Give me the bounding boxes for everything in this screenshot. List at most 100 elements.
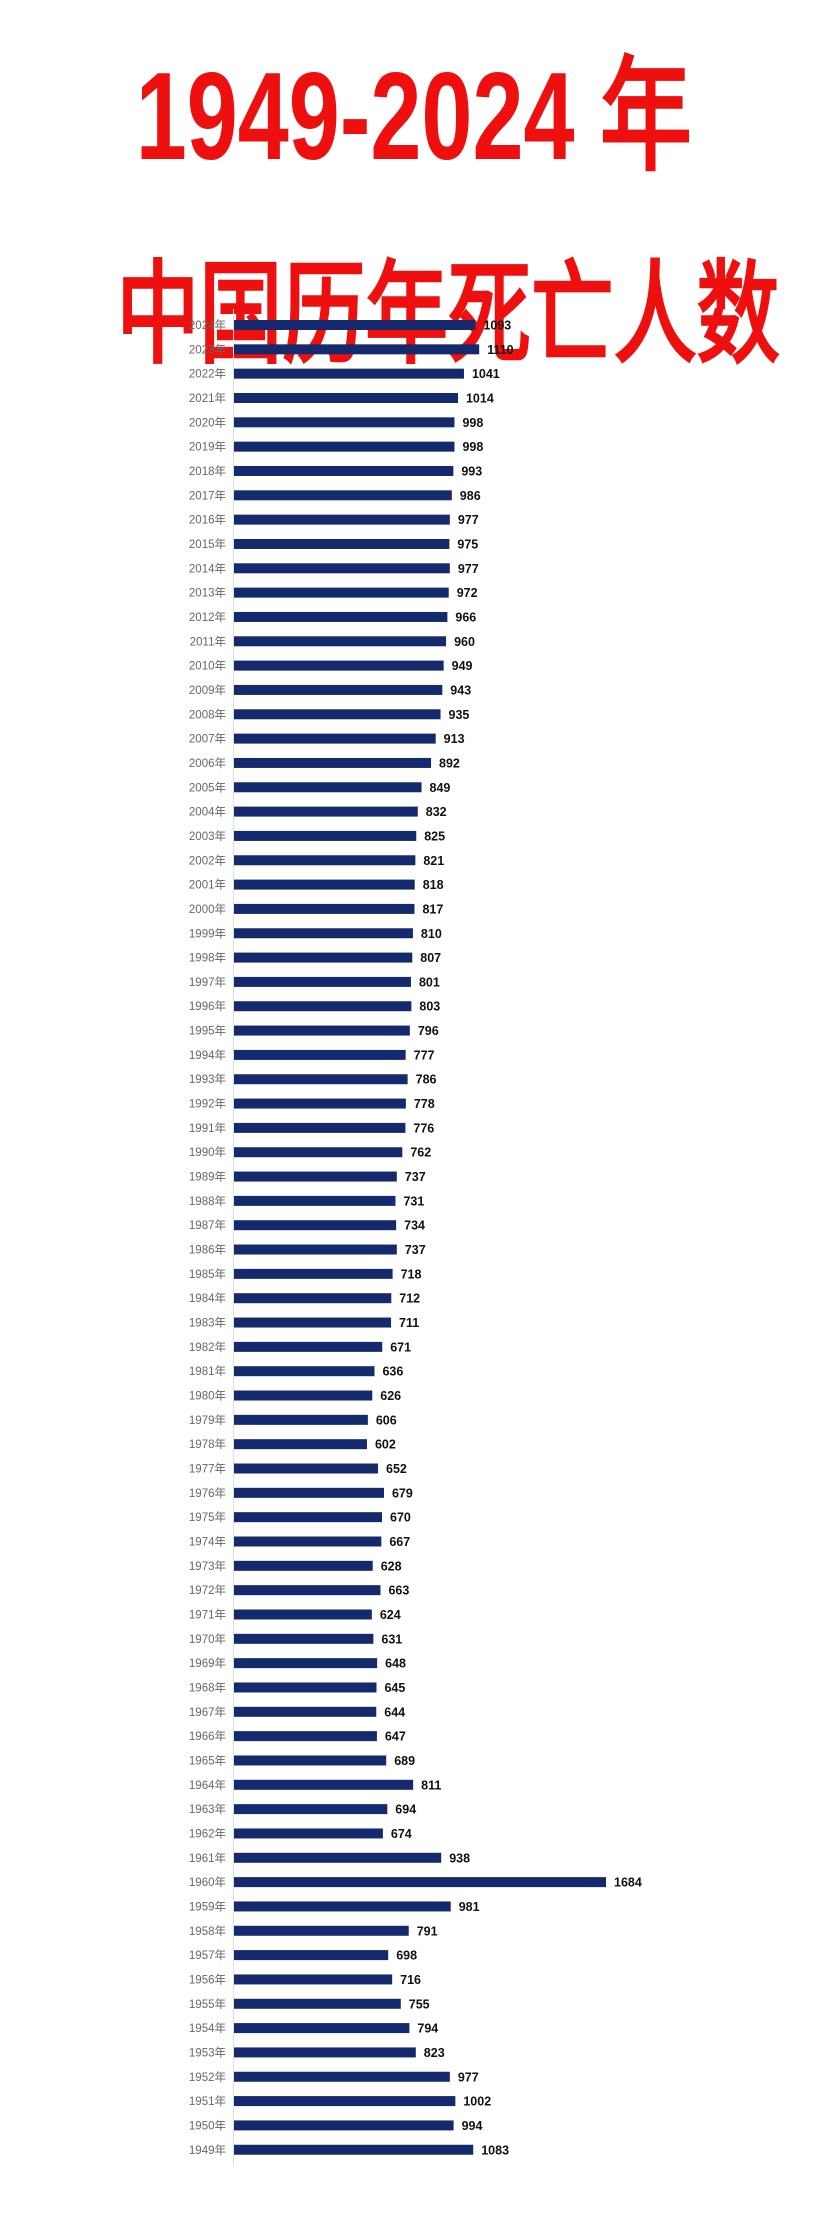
data-label: 993	[461, 464, 482, 478]
y-tick-label: 1999年	[189, 926, 226, 940]
data-label: 694	[395, 1803, 416, 1817]
data-label: 631	[381, 1632, 402, 1646]
bar	[234, 392, 458, 403]
y-tick-label: 1951年	[189, 2094, 226, 2108]
y-tick-label: 2012年	[189, 610, 226, 624]
bar	[234, 1609, 372, 1620]
bar	[234, 855, 416, 866]
data-label: 975	[457, 537, 478, 551]
data-label: 689	[394, 1754, 415, 1768]
data-label: 796	[418, 1024, 439, 1038]
data-label: 821	[423, 854, 444, 868]
bar	[234, 1439, 367, 1450]
y-tick-label: 1956年	[189, 1972, 226, 1986]
y-tick-label: 2004年	[189, 805, 226, 819]
y-tick-label: 1967年	[189, 1705, 226, 1719]
bar	[234, 2144, 474, 2155]
data-label: 832	[426, 805, 447, 819]
y-tick-label: 2017年	[189, 488, 226, 502]
data-label: 734	[404, 1219, 425, 1233]
y-tick-label: 2019年	[189, 440, 226, 454]
y-tick-label: 1953年	[189, 2045, 226, 2059]
y-tick-label: 2005年	[189, 780, 226, 794]
y-tick-label: 1998年	[189, 951, 226, 965]
y-tick-label: 1961年	[189, 1851, 226, 1865]
y-tick-label: 1983年	[189, 1316, 226, 1330]
bar	[234, 2047, 416, 2058]
data-label: 711	[399, 1316, 419, 1330]
bar	[234, 587, 449, 598]
y-tick-label: 1984年	[189, 1291, 226, 1305]
y-tick-label: 1976年	[189, 1486, 226, 1500]
data-label: 818	[423, 878, 444, 892]
bar	[234, 1390, 373, 1401]
bar	[234, 879, 415, 890]
y-tick-label: 1992年	[189, 1097, 226, 1111]
bar	[234, 1585, 381, 1596]
bar	[234, 2120, 454, 2131]
bar	[234, 952, 413, 963]
bar	[234, 830, 417, 841]
y-tick-label: 1993年	[189, 1072, 226, 1086]
title-line-1: 1949-2024 年	[0, 52, 828, 182]
bar	[234, 636, 447, 647]
y-tick-label: 1968年	[189, 1680, 226, 1694]
y-tick-label: 2021年	[189, 391, 226, 405]
bar	[234, 2096, 456, 2107]
data-label: 776	[413, 1121, 434, 1135]
bar	[234, 1147, 403, 1158]
bar	[234, 1633, 374, 1644]
title-line-2-text: 中国历年死亡人数	[116, 252, 780, 377]
y-tick-label: 2018年	[189, 464, 226, 478]
y-tick-label: 1975年	[189, 1510, 226, 1524]
y-tick-label: 2006年	[189, 756, 226, 770]
data-label: 762	[410, 1146, 431, 1160]
bar	[234, 1098, 406, 1109]
y-tick-label: 1962年	[189, 1826, 226, 1840]
y-tick-label: 1959年	[189, 1899, 226, 1913]
data-label: 998	[462, 416, 483, 430]
y-tick-label: 1995年	[189, 1024, 226, 1038]
data-label: 647	[385, 1730, 406, 1744]
bar	[234, 1925, 409, 1936]
data-label: 977	[458, 513, 479, 527]
bar	[234, 1268, 393, 1279]
bar	[234, 660, 444, 671]
bar	[234, 1560, 373, 1571]
y-tick-label: 1973年	[189, 1559, 226, 1573]
data-label: 825	[424, 829, 445, 843]
bar	[234, 441, 455, 452]
y-tick-label: 1949年	[189, 2143, 226, 2157]
y-tick-label: 1978年	[189, 1437, 226, 1451]
y-tick-label: 1985年	[189, 1267, 226, 1281]
bar	[234, 320, 476, 330]
bar	[234, 344, 480, 355]
y-tick-label: 1957年	[189, 1948, 226, 1962]
data-label: 737	[405, 1243, 426, 1257]
y-tick-label: 1950年	[189, 2118, 226, 2132]
bar	[234, 1244, 397, 1255]
data-label: 803	[419, 1000, 440, 1014]
bar	[234, 1293, 392, 1304]
bar	[234, 1828, 383, 1839]
y-tick-label: 1980年	[189, 1389, 226, 1403]
y-tick-label: 1988年	[189, 1194, 226, 1208]
data-label: 648	[385, 1657, 406, 1671]
data-label: 716	[400, 1973, 421, 1987]
y-tick-label: 2002年	[189, 853, 226, 867]
y-tick-label: 2014年	[189, 561, 226, 575]
bar	[234, 611, 448, 622]
bar	[234, 1317, 392, 1328]
data-label: 602	[375, 1438, 396, 1452]
data-label: 718	[401, 1267, 422, 1281]
data-label: 966	[455, 610, 476, 624]
y-tick-label: 2003年	[189, 829, 226, 843]
data-label: 628	[381, 1559, 402, 1573]
data-label: 938	[449, 1851, 470, 1865]
data-label: 986	[460, 489, 481, 503]
data-label: 977	[458, 562, 479, 576]
data-label: 1083	[481, 2143, 509, 2157]
bar	[234, 1755, 387, 1766]
y-tick-label: 2020年	[189, 415, 226, 429]
bar	[234, 1731, 377, 1742]
